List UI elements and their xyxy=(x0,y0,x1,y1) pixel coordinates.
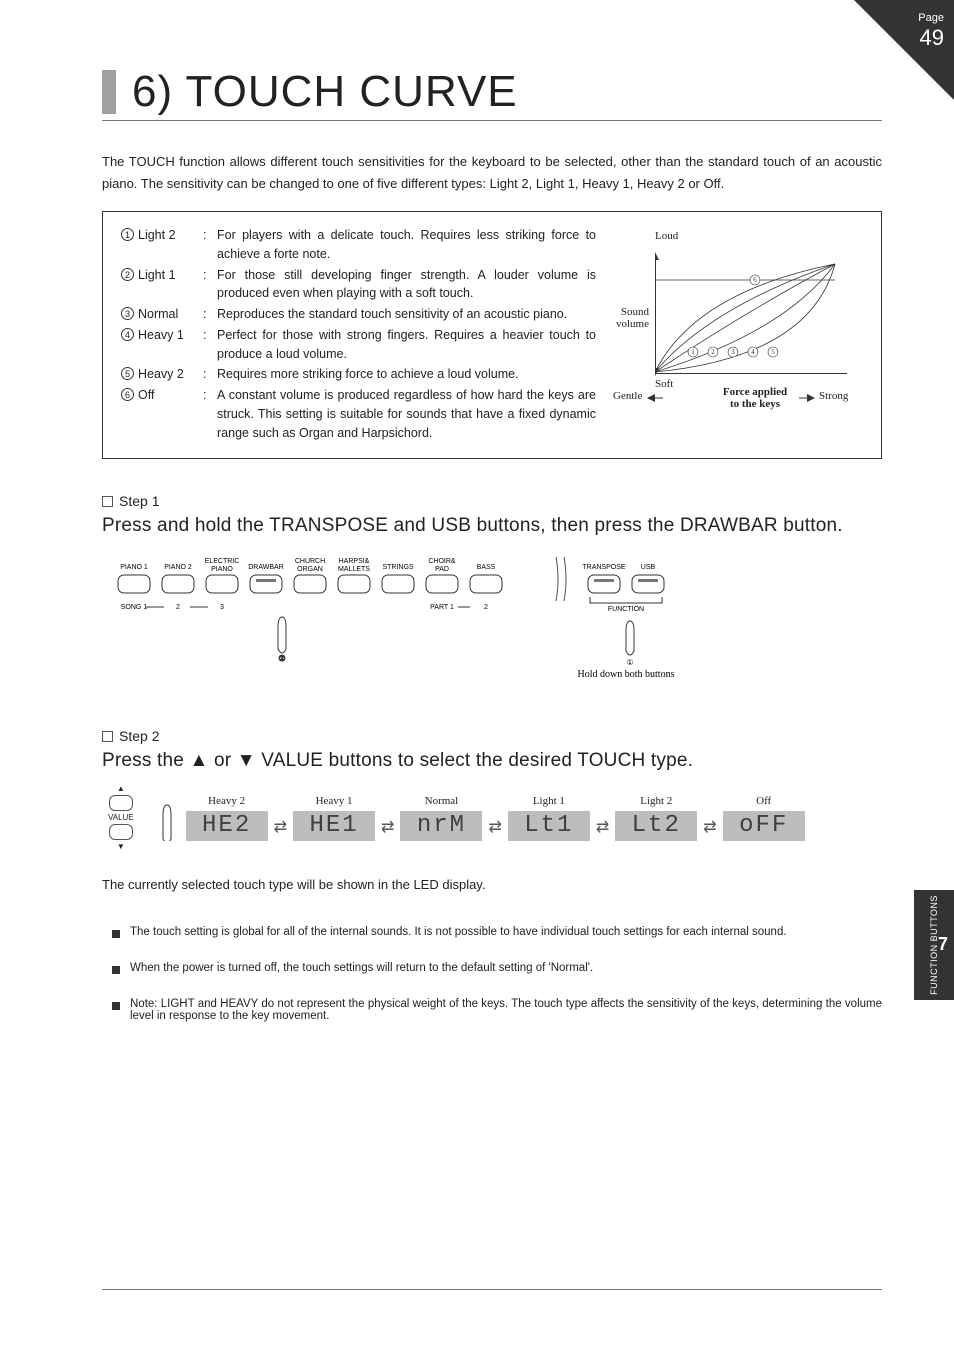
svg-text:PART 1: PART 1 xyxy=(430,604,454,611)
double-arrow-icon: ⇄ xyxy=(488,817,501,837)
svg-text:4: 4 xyxy=(751,348,755,356)
led-display: nrM xyxy=(400,811,482,841)
svg-text:TRANSPOSE: TRANSPOSE xyxy=(582,564,626,571)
arrow-left-icon xyxy=(647,394,663,402)
led-group: Normal nrM xyxy=(400,795,482,841)
led-group: Heavy 2 HE2 xyxy=(186,795,268,841)
step1-text: Press and hold the TRANSPOSE and USB but… xyxy=(102,515,882,537)
arrow-right-icon xyxy=(799,394,815,402)
step2-text: Press the ▲ or ▼ VALUE buttons to select… xyxy=(102,750,882,772)
led-display: oFF xyxy=(723,811,805,841)
led-display: HE2 xyxy=(186,811,268,841)
svg-text:①: ① xyxy=(626,658,633,667)
curve-svg: 1 2 3 4 5 6 xyxy=(655,252,849,376)
touch-type-row: 5Heavy 2:Requires more striking force to… xyxy=(121,365,596,384)
svg-text:1: 1 xyxy=(691,348,695,356)
bullet-square-icon xyxy=(112,966,120,974)
svg-text:②: ② xyxy=(278,654,285,663)
axis-y-label: Sound volume xyxy=(607,306,649,330)
svg-text:PIANO: PIANO xyxy=(211,566,233,573)
led-row: ▲ VALUE ▼ Heavy 2 HE2 ⇄ Heavy 1 HE1 ⇄ Normal nr… xyxy=(108,784,882,851)
step2-header: Step 2 xyxy=(102,728,882,744)
svg-text:6: 6 xyxy=(753,276,757,284)
svg-text:ELECTRIC: ELECTRIC xyxy=(205,558,240,565)
svg-text:PIANO 2: PIANO 2 xyxy=(164,564,192,571)
page-number-block: Page 49 xyxy=(918,12,944,52)
touch-type-row: 2Light 1:For those still developing fing… xyxy=(121,266,596,304)
double-arrow-icon: ⇄ xyxy=(381,817,394,837)
led-label: Heavy 1 xyxy=(293,795,375,807)
bullet-square-icon xyxy=(112,1002,120,1010)
led-group: Light 2 Lt2 xyxy=(615,795,697,841)
notes-list: The touch setting is global for all of t… xyxy=(102,926,882,1022)
svg-text:2: 2 xyxy=(176,604,180,611)
touch-type-row: 4Heavy 1:Perfect for those with strong f… xyxy=(121,326,596,364)
double-arrow-icon: ⇄ xyxy=(703,817,716,837)
svg-text:CHURCH: CHURCH xyxy=(295,558,325,565)
value-down-button[interactable] xyxy=(109,824,133,840)
led-label: Light 1 xyxy=(508,795,590,807)
svg-text:3: 3 xyxy=(220,604,224,611)
note-item: The touch setting is global for all of t… xyxy=(102,926,882,938)
svg-text:STRINGS: STRINGS xyxy=(382,564,413,571)
led-note: The currently selected touch type will b… xyxy=(102,877,882,892)
led-display: Lt1 xyxy=(508,811,590,841)
led-display: Lt2 xyxy=(615,811,697,841)
step1-header: Step 1 xyxy=(102,493,882,509)
svg-text:Hold down both buttons: Hold down both buttons xyxy=(578,669,675,680)
svg-text:DRAWBAR: DRAWBAR xyxy=(248,564,284,571)
led-label: Light 2 xyxy=(615,795,697,807)
section-tab: FUNCTION BUTTONS 7 xyxy=(914,890,954,1000)
note-item: When the power is turned off, the touch … xyxy=(102,962,882,974)
axis-y-top: Loud xyxy=(655,230,678,242)
led-label: Heavy 2 xyxy=(186,795,268,807)
axis-x-left: Gentle xyxy=(613,390,642,402)
led-label: Off xyxy=(723,795,805,807)
led-group: Off oFF xyxy=(723,795,805,841)
axis-x-right: Strong xyxy=(819,390,848,402)
value-control: ▲ VALUE ▼ xyxy=(108,784,134,851)
svg-text:ORGAN: ORGAN xyxy=(297,566,323,573)
value-up-button[interactable] xyxy=(109,795,133,811)
svg-text:FUNCTION: FUNCTION xyxy=(608,606,644,613)
panel-diagram: PIANO 1 PIANO 2 ELECTRICPIANO DRAWBAR CHURCH… xyxy=(108,549,828,689)
axis-x-label: Force applied to the keys xyxy=(665,386,845,410)
footer-rule xyxy=(102,1289,882,1290)
led-group: Heavy 1 HE1 xyxy=(293,795,375,841)
svg-text:BASS: BASS xyxy=(477,564,496,571)
section-tab-number: 7 xyxy=(938,934,948,955)
touch-type-row: 6Off:A constant volume is produced regar… xyxy=(121,386,596,442)
value-label: VALUE xyxy=(108,813,134,822)
svg-text:USB: USB xyxy=(641,564,656,571)
touch-type-box: 1Light 2:For players with a delicate tou… xyxy=(102,211,882,459)
double-arrow-icon: ⇄ xyxy=(596,817,609,837)
led-label: Normal xyxy=(400,795,482,807)
double-arrow-icon: ⇄ xyxy=(274,817,287,837)
svg-text:SONG 1: SONG 1 xyxy=(121,604,148,611)
led-display: HE1 xyxy=(293,811,375,841)
svg-text:PIANO 1: PIANO 1 xyxy=(120,564,148,571)
page-label: Page xyxy=(918,12,944,25)
svg-text:CHOIR&: CHOIR& xyxy=(428,558,456,565)
svg-text:MALLETS: MALLETS xyxy=(338,566,370,573)
finger-icon xyxy=(148,795,180,841)
touch-type-row: 3Normal:Reproduces the standard touch se… xyxy=(121,305,596,324)
svg-text:5: 5 xyxy=(771,348,775,356)
bullet-square-icon xyxy=(112,930,120,938)
title-underline xyxy=(102,120,882,121)
svg-text:2: 2 xyxy=(484,604,488,611)
note-item: Note: LIGHT and HEAVY do not represent t… xyxy=(102,998,882,1022)
svg-text:PAD: PAD xyxy=(435,566,449,573)
touch-type-row: 1Light 2:For players with a delicate tou… xyxy=(121,226,596,264)
page-number: 49 xyxy=(918,25,944,51)
intro-text: The TOUCH function allows different touc… xyxy=(102,151,882,195)
svg-text:2: 2 xyxy=(711,348,715,356)
svg-text:3: 3 xyxy=(731,348,735,356)
svg-text:HARPSI&: HARPSI& xyxy=(339,558,370,565)
page-title: 6) TOUCH CURVE xyxy=(132,70,882,114)
led-group: Light 1 Lt1 xyxy=(508,795,590,841)
